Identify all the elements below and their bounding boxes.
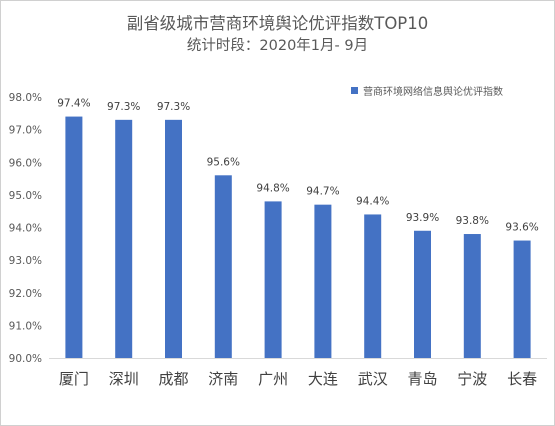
y-tick-label: 97.0% — [9, 125, 42, 137]
data-label: 95.6% — [207, 156, 240, 168]
x-tick-label: 大连 — [308, 370, 338, 388]
y-tick-label: 95.0% — [9, 190, 42, 202]
legend-swatch — [351, 87, 358, 94]
data-label: 94.8% — [256, 182, 289, 194]
chart-legend: 营商环境网络信息舆论优评指数 — [351, 83, 503, 98]
data-label: 93.9% — [406, 212, 439, 224]
bar — [414, 230, 431, 358]
y-tick-label: 96.0% — [9, 157, 42, 169]
x-tick-label: 济南 — [208, 370, 238, 388]
data-label: 93.6% — [505, 222, 538, 234]
y-tick-label: 94.0% — [9, 223, 42, 235]
data-label: 94.4% — [356, 195, 389, 207]
bar — [165, 119, 182, 359]
x-tick-label: 武汉 — [358, 370, 388, 388]
data-label: 94.7% — [306, 186, 339, 198]
x-tick-label: 深圳 — [109, 370, 139, 388]
x-tick-label: 宁波 — [457, 370, 487, 388]
data-label: 97.3% — [107, 101, 140, 113]
bar — [314, 204, 332, 358]
x-tick-label: 长春 — [507, 370, 537, 388]
y-tick-label: 93.0% — [9, 255, 42, 267]
legend-label: 营商环境网络信息舆论优评指数 — [363, 87, 503, 98]
bar — [264, 201, 282, 358]
x-tick-label: 青岛 — [407, 370, 437, 388]
bar — [463, 234, 481, 358]
bar — [214, 175, 232, 358]
y-tick-label: 90.0% — [9, 353, 42, 365]
x-tick-label: 广州 — [258, 370, 288, 388]
bar — [364, 214, 382, 358]
data-label: 97.3% — [157, 101, 190, 113]
data-label: 97.4% — [57, 98, 90, 110]
bar — [513, 240, 531, 358]
chart-title: 副省级城市营商环境舆论优评指数TOP10 — [126, 14, 429, 33]
x-tick-label: 厦门 — [59, 370, 89, 388]
chart-subtitle: 统计时段：2020年1月- 9月 — [186, 38, 369, 54]
y-tick-label: 98.0% — [9, 92, 42, 104]
y-tick-label: 91.0% — [9, 320, 42, 332]
x-tick-label: 成都 — [158, 370, 188, 388]
bar — [115, 119, 133, 359]
data-label: 93.8% — [456, 215, 489, 227]
y-tick-label: 92.0% — [9, 288, 42, 300]
bar — [65, 116, 83, 358]
